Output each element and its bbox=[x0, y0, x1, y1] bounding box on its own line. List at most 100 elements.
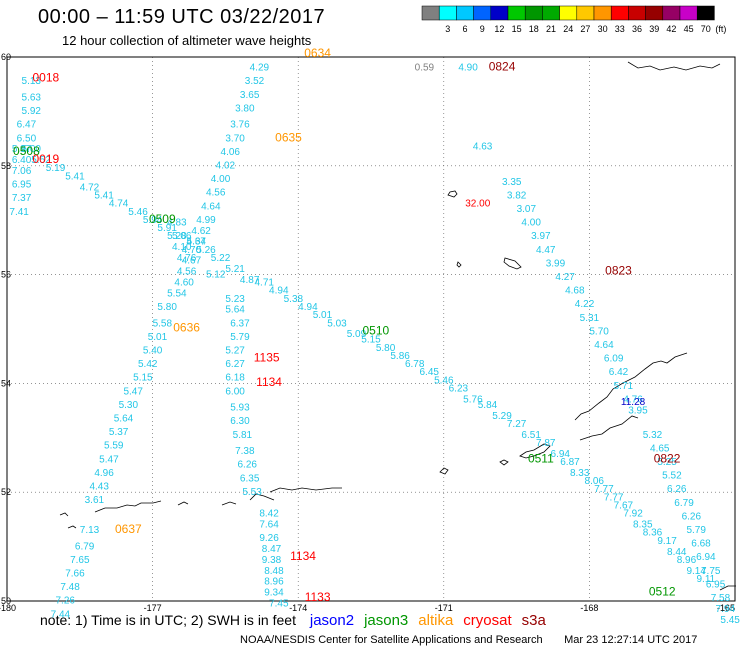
x-tick-label: -174 bbox=[289, 603, 307, 613]
wave-height-value: 4.06 bbox=[221, 147, 241, 158]
wave-height-value: 5.19 bbox=[46, 163, 66, 174]
pass-time-label: 1135 bbox=[254, 351, 280, 365]
wave-height-value: 8.96 bbox=[264, 577, 284, 588]
wave-height-value: 4.10 bbox=[172, 242, 192, 253]
wave-height-value: 5.21 bbox=[225, 264, 245, 275]
wave-height-value: 7.37 bbox=[12, 193, 32, 204]
wave-height-value: 6.87 bbox=[560, 457, 580, 468]
wave-height-value: 4.64 bbox=[594, 340, 614, 351]
wave-height-value: 5.47 bbox=[123, 386, 143, 397]
wave-height-value: 5.09 bbox=[347, 329, 367, 340]
wave-height-value: 6.00 bbox=[225, 386, 245, 397]
wave-height-value: 5.46 bbox=[434, 375, 454, 386]
colorbar-label: 21 bbox=[546, 24, 556, 34]
wave-height-value: 5.53 bbox=[242, 487, 262, 498]
wave-height-value-highlight: 11.28 bbox=[621, 397, 646, 408]
coastline-segment bbox=[456, 261, 462, 268]
wave-height-value: 7.27 bbox=[507, 419, 527, 430]
satellite-s3a: s3a bbox=[521, 612, 546, 629]
wave-height-value: 9.26 bbox=[259, 533, 279, 544]
wave-height-value: 5.01 bbox=[313, 310, 333, 321]
coastline-segment bbox=[574, 352, 688, 421]
coastline-segment bbox=[439, 467, 449, 475]
wave-height-values: 5.135.635.926.476.505.976.405.005.527.06… bbox=[9, 63, 740, 626]
wave-height-value: 7.38 bbox=[235, 446, 255, 457]
wave-height-value: 4.56 bbox=[177, 267, 197, 278]
wave-height-value: 5.29 bbox=[492, 411, 512, 422]
wave-height-value: 6.45 bbox=[420, 367, 440, 378]
coastline-segment bbox=[447, 190, 458, 198]
wave-height-value: 5.27 bbox=[225, 345, 245, 356]
wave-height-value: 6.50 bbox=[17, 133, 37, 144]
wave-height-value: 7.75 bbox=[701, 566, 721, 577]
wave-height-value: 4.96 bbox=[94, 468, 114, 479]
wave-height-value: 6.94 bbox=[551, 449, 571, 460]
colorbar-label: 36 bbox=[632, 24, 642, 34]
wave-height-value: 5.23 bbox=[225, 294, 245, 305]
wave-height-value: 4.02 bbox=[216, 161, 236, 172]
coastline-segment bbox=[269, 487, 342, 493]
wave-height-value: 5.80 bbox=[376, 343, 396, 354]
pass-time-label: 0019 bbox=[32, 152, 59, 166]
x-tick-label: -168 bbox=[580, 603, 598, 613]
satellite-jason2: jason2 bbox=[309, 612, 355, 629]
wave-height-value: 5.41 bbox=[65, 171, 85, 182]
colorbar-label: 6 bbox=[462, 24, 467, 34]
pass-time-label: 0636 bbox=[173, 321, 200, 335]
wave-height-value: 8.35 bbox=[633, 520, 653, 531]
wave-height-value: 7.06 bbox=[12, 166, 32, 177]
wave-height-value: 5.71 bbox=[614, 381, 634, 392]
wave-height-value: 5.26 bbox=[196, 245, 216, 256]
wave-height-value: 8.42 bbox=[259, 509, 279, 520]
wave-height-value: 8.33 bbox=[570, 468, 590, 479]
coastline-segment bbox=[177, 501, 189, 506]
colorbar-label: 24 bbox=[563, 24, 573, 34]
wave-height-value: 6.94 bbox=[696, 552, 716, 563]
wave-height-value: 4.29 bbox=[250, 63, 270, 74]
colorbar-label: 70 bbox=[701, 24, 711, 34]
wave-height-value: 4.67 bbox=[182, 256, 202, 267]
wave-height-value: 7.65 bbox=[70, 555, 90, 566]
colorbar-label: 18 bbox=[529, 24, 539, 34]
wave-height-value: 6.09 bbox=[604, 354, 624, 365]
wave-height-value: 4.72 bbox=[80, 182, 100, 193]
pass-time-label: 0635 bbox=[275, 130, 302, 144]
wave-height-value: 3.70 bbox=[225, 133, 245, 144]
wave-height-value: 4.87 bbox=[240, 275, 260, 286]
pass-time-label: 1133 bbox=[305, 590, 331, 604]
color-legend: 3 6 9 12 15 18 21 24 27 30 33 36 39 42 45 70 (ft) bbox=[421, 5, 726, 34]
pass-time-label: 0824 bbox=[489, 60, 516, 74]
y-tick-label: 56 bbox=[1, 270, 11, 280]
wave-height-value: 3.07 bbox=[517, 204, 537, 215]
wave-height-value: 5.79 bbox=[686, 525, 706, 536]
wave-height-value: 7.64 bbox=[259, 520, 279, 531]
wave-height-value: 4.62 bbox=[191, 226, 211, 237]
wave-height-value: 4.68 bbox=[565, 286, 585, 297]
wave-height-value: 4.90 bbox=[458, 63, 478, 74]
colorbar-unit: (ft) bbox=[715, 24, 726, 34]
wave-height-value: 9.17 bbox=[657, 536, 677, 547]
wave-height-value: 5.86 bbox=[390, 351, 410, 362]
pass-time-label: 0823 bbox=[605, 264, 632, 278]
wave-height-value: 8.47 bbox=[262, 544, 282, 555]
coastline-segment bbox=[67, 525, 77, 529]
wave-height-value: 7.67 bbox=[614, 501, 634, 512]
wave-height-value: 5.58 bbox=[153, 318, 173, 329]
wave-height-value: 6.47 bbox=[17, 120, 37, 131]
y-tick-label: 50 bbox=[1, 596, 11, 606]
wave-height-value: 8.48 bbox=[264, 566, 284, 577]
colorbar-label: 42 bbox=[666, 24, 676, 34]
satellite-legend: jason2 jason3 altika cryosat s3a bbox=[300, 612, 546, 629]
wave-height-value: 6.79 bbox=[75, 541, 95, 552]
wave-height-value: 5.91 bbox=[157, 223, 177, 234]
wave-height-value: 5.94 bbox=[143, 215, 163, 226]
wave-height-value: 4.94 bbox=[298, 302, 318, 313]
colorbar-label: 33 bbox=[615, 24, 625, 34]
wave-height-value: 5.25 bbox=[657, 457, 677, 468]
wave-height-value: 6.26 bbox=[682, 511, 702, 522]
wave-height-value: 5.63 bbox=[22, 93, 42, 104]
wave-height-value: 4.83 bbox=[167, 218, 187, 229]
wave-height-value: 8.36 bbox=[643, 528, 663, 539]
wave-height-value: 5.15 bbox=[133, 373, 153, 384]
